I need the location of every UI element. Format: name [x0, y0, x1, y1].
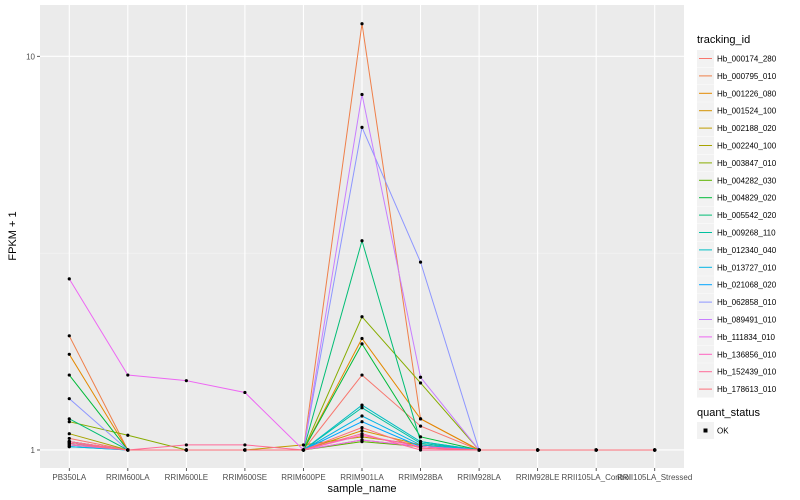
- data-point-hb-000174-280-pb350la: [67, 436, 71, 441]
- data-point-hb-111834-010-rrim600se: [243, 390, 247, 395]
- y-axis: 1 10: [26, 52, 40, 455]
- legend-label-hb-003847-010: Hb_003847_010: [717, 159, 777, 168]
- data-point-hb-178613-010-rrii105la-control: [594, 448, 598, 452]
- data-point-hb-111834-010-pb350la: [67, 277, 71, 281]
- data-point-hb-001226-080-rrim901la: [360, 336, 364, 341]
- grid: [40, 5, 684, 468]
- data-point-hb-013727-010-rrim901la: [360, 414, 364, 418]
- legend-label-hb-012340-040: Hb_012340_040: [717, 246, 777, 255]
- x-tick-label: RRIM600PE: [281, 473, 325, 482]
- data-point-hb-062858-010-rrim928ba: [418, 260, 423, 264]
- legend-label-hb-089491-010: Hb_089491_010: [717, 316, 777, 325]
- legend-label-hb-013727-010: Hb_013727_010: [717, 263, 777, 272]
- legend-label-hb-178613-010: Hb_178613_010: [717, 385, 777, 394]
- data-point-hb-178613-010-rrim600la: [126, 448, 130, 452]
- data-point-hb-002188-020-rrim600pe: [301, 443, 306, 447]
- data-point-hb-178613-010-rrim928la: [477, 448, 481, 452]
- data-point-hb-152439-010-rrim600le: [184, 443, 188, 447]
- legend-label-ok: OK: [717, 427, 729, 436]
- legend-items: Hb_000174_280 Hb_000795_010 Hb_001226_080 H…: [697, 50, 777, 398]
- x-tick-label: RRIM901LA: [340, 473, 384, 482]
- x-axis-title: sample_name: [327, 483, 396, 495]
- data-point-hb-089491-010-rrim901la: [360, 92, 364, 97]
- y-tick-label: 10: [26, 52, 35, 61]
- data-point-hb-003847-010-rrim901la: [360, 315, 364, 319]
- x-tick-label: RRIM928BA: [398, 473, 443, 482]
- legend-label-hb-002188-020: Hb_002188_020: [717, 124, 777, 133]
- data-point-hb-178613-010-rrim928le: [536, 448, 540, 452]
- x-tick-label: RRIM600LA: [106, 473, 150, 482]
- legend-label-hb-004282-030: Hb_004282_030: [717, 176, 777, 185]
- data-point-hb-178613-010-pb350la: [67, 441, 71, 445]
- data-point-hb-178613-010-rrii105la-stressed: [653, 448, 657, 452]
- data-point-hb-012340-040-rrim928ba: [418, 440, 423, 444]
- data-point-hb-004829-020-rrim901la: [360, 342, 364, 346]
- data-point-hb-001226-080-pb350la: [67, 352, 71, 356]
- data-point-hb-004829-020-rrim928ba: [418, 435, 423, 439]
- data-point-hb-178613-010-rrim600le: [184, 448, 188, 452]
- data-point-hb-089491-010-rrim928ba: [418, 375, 423, 379]
- data-point-hb-001524-100-rrim901la: [360, 429, 364, 433]
- x-tick-label: RRIM928LE: [516, 473, 560, 482]
- y-tick-label: 1: [31, 446, 36, 455]
- data-point-hb-178613-010-rrim928ba: [418, 446, 423, 450]
- data-point-hb-000795-010-rrim901la: [360, 22, 364, 26]
- x-tick-label: RRIM928LA: [457, 473, 501, 482]
- legend-shape-items: OK: [697, 422, 729, 439]
- x-tick-label: RRII105LA_Control: [561, 473, 631, 482]
- data-point-hb-178613-010-rrim600pe: [301, 448, 306, 452]
- legend: tracking_id Hb_000174_280Hb_000795_010Hb…: [697, 34, 777, 439]
- data-points: [67, 22, 657, 452]
- data-point-hb-003847-010-pb350la: [67, 420, 71, 424]
- legend-label-hb-005542-020: Hb_005542_020: [717, 211, 777, 220]
- data-point-hb-000174-280-rrim928ba: [418, 424, 423, 428]
- legend-label-hb-001524-100: Hb_001524_100: [717, 107, 777, 116]
- legend-label-hb-004829-020: Hb_004829_020: [717, 194, 777, 203]
- data-point-hb-005542-020-pb350la: [67, 417, 71, 421]
- legend-label-hb-001226-080: Hb_001226_080: [717, 89, 777, 98]
- data-point-hb-005542-020-rrim901la: [360, 239, 364, 243]
- legend-label-hb-000795-010: Hb_000795_010: [717, 72, 777, 81]
- x-tick-label: PB350LA: [52, 473, 86, 482]
- data-point-hb-004829-020-pb350la: [67, 373, 71, 377]
- y-axis-title: FPKM + 1: [7, 211, 19, 260]
- data-point-hb-111834-010-rrim600le: [184, 379, 188, 383]
- data-point-hb-111834-010-rrim901la: [360, 438, 364, 442]
- data-point-hb-003847-010-rrim600la: [126, 433, 130, 437]
- data-point-hb-001226-080-rrim928ba: [418, 417, 423, 421]
- legend-label-hb-136856-010: Hb_136856_010: [717, 350, 777, 359]
- data-point-hb-009268-110-rrim901la: [360, 406, 364, 410]
- data-point-hb-062858-010-rrim901la: [360, 125, 364, 129]
- legend-square-marker-icon: [703, 428, 708, 433]
- x-tick-label: RRIM600SE: [223, 473, 267, 482]
- legend-title-tracking-id: tracking_id: [697, 34, 750, 46]
- legend-label-hb-009268-110: Hb_009268_110: [717, 229, 776, 238]
- data-point-hb-152439-010-rrim600se: [243, 443, 247, 447]
- x-axis: PB350LA RRIM600LA RRIM600LE RRIM600SE RRIM60…: [52, 468, 692, 482]
- legend-label-hb-002240-100: Hb_002240_100: [717, 142, 777, 151]
- data-point-hb-111834-010-rrim600la: [126, 373, 130, 377]
- data-point-hb-003847-010-rrim928ba: [418, 381, 423, 385]
- data-point-hb-000795-010-pb350la: [67, 334, 71, 338]
- legend-label-hb-062858-010: Hb_062858_010: [717, 298, 777, 307]
- data-point-hb-000174-280-rrim901la: [360, 373, 364, 377]
- data-point-hb-002240-100-pb350la: [67, 432, 71, 436]
- legend-label-hb-152439-010: Hb_152439_010: [717, 368, 777, 377]
- legend-label-hb-000174-280: Hb_000174_280: [717, 55, 777, 64]
- data-point-hb-152439-010-rrim901la: [360, 432, 364, 436]
- data-point-hb-178613-010-rrim600se: [243, 448, 247, 452]
- legend-label-hb-021068-020: Hb_021068_020: [717, 281, 777, 290]
- data-point-hb-012340-040-rrim901la: [360, 403, 364, 407]
- data-point-hb-178613-010-rrim901la: [360, 425, 364, 430]
- legend-label-hb-111834-010: Hb_111834_010: [717, 333, 776, 342]
- x-tick-label: RRII105LA_Stressed: [617, 473, 692, 482]
- x-tick-label: RRIM600LE: [165, 473, 209, 482]
- legend-title-quant-status: quant_status: [697, 407, 760, 419]
- data-point-hb-062858-010-pb350la: [67, 397, 71, 401]
- data-point-hb-021068-020-rrim901la: [360, 420, 364, 424]
